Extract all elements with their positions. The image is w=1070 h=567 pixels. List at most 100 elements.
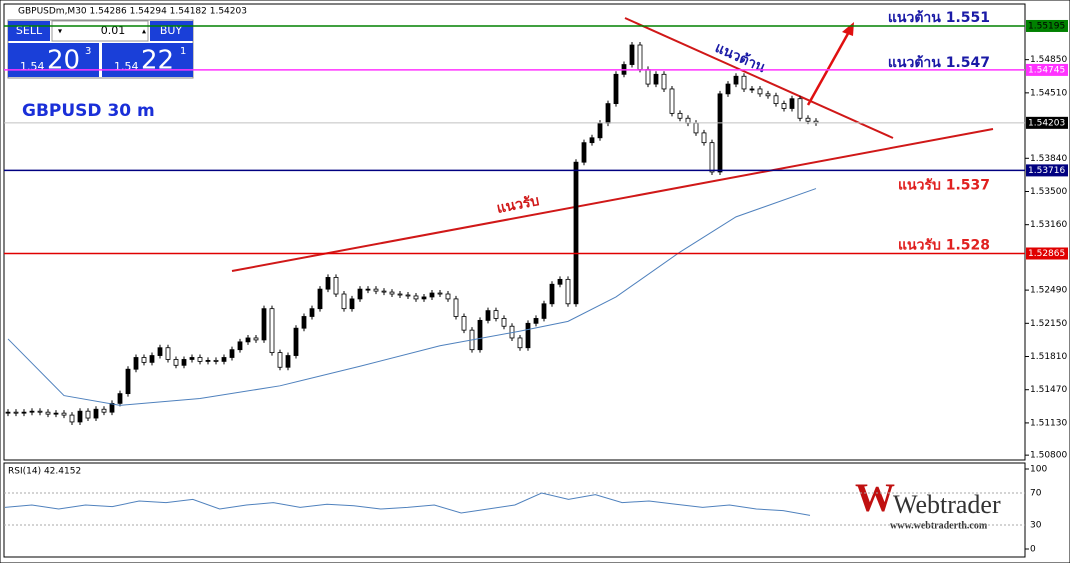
level-price-label: 1.55195 — [1028, 21, 1065, 31]
candle — [629, 44, 635, 65]
level-note: แนวต้าน 1.551 — [888, 10, 990, 26]
current-price-label: 1.54203 — [1028, 118, 1065, 128]
candle — [253, 337, 259, 341]
chart-title: GBPUSD 30 m — [22, 101, 155, 121]
level-price-box — [1026, 164, 1068, 177]
arrow-shaft — [806, 29, 852, 106]
candle — [445, 293, 451, 300]
sell-prefix: 1.54 — [20, 60, 45, 73]
buy-price-box[interactable] — [102, 43, 193, 77]
sell-big: 20 — [47, 46, 80, 76]
buy-label: BUY — [160, 24, 183, 37]
candle — [549, 283, 555, 305]
candle — [13, 411, 19, 414]
candle — [197, 357, 203, 362]
candle — [213, 360, 219, 362]
rsi-tick-label: 0 — [1030, 545, 1036, 555]
buy-small: 1 — [180, 46, 186, 57]
level-price-box — [1026, 19, 1068, 32]
candle — [301, 316, 307, 329]
rsi-tick-label: 70 — [1030, 489, 1042, 499]
candle — [45, 411, 51, 415]
candle — [493, 310, 499, 319]
candle — [781, 103, 787, 109]
rsi-label: RSI(14) 42.4152 — [8, 467, 81, 477]
candle — [717, 93, 723, 173]
rsi-tick-label: 30 — [1030, 521, 1042, 531]
candle — [285, 355, 291, 368]
candle — [589, 137, 595, 144]
symbol-info: GBPUSDm,M30 1.54286 1.54294 1.54182 1.54… — [18, 7, 247, 17]
candle — [101, 408, 107, 413]
level-price-box — [1026, 247, 1068, 260]
candle — [341, 293, 347, 310]
y-tick-label: 1.52490 — [1030, 286, 1067, 296]
candle — [5, 411, 11, 414]
y-tick-label: 1.54850 — [1030, 55, 1067, 65]
y-tick-label: 1.51470 — [1030, 385, 1067, 395]
candle — [653, 73, 659, 85]
candle — [21, 411, 27, 414]
candle — [765, 93, 771, 97]
candle — [173, 359, 179, 366]
moving-average — [7, 188, 817, 406]
candle — [133, 357, 139, 370]
candle — [485, 310, 491, 321]
candle — [725, 83, 731, 95]
candle — [165, 347, 171, 360]
candle — [749, 88, 755, 91]
rsi-tick-label: 100 — [1030, 465, 1047, 475]
candle — [413, 295, 419, 300]
candle — [605, 103, 611, 124]
candle — [701, 132, 707, 144]
sell-label: SELL — [16, 24, 43, 37]
candle — [221, 357, 227, 362]
watermark-brand: Webtrader — [893, 490, 1001, 519]
y-tick-label: 1.52150 — [1030, 319, 1067, 329]
lot-value: 0.01 — [101, 24, 126, 37]
candle — [541, 303, 547, 319]
candle — [293, 327, 299, 356]
candle — [637, 44, 643, 70]
resistance-trendline — [624, 17, 894, 139]
level-price-label: 1.54745 — [1028, 65, 1065, 75]
candle — [381, 290, 387, 293]
candle — [645, 69, 651, 85]
buy-prefix: 1.54 — [114, 60, 139, 73]
sell-price-box[interactable] — [8, 43, 99, 77]
candle — [69, 414, 75, 423]
candle — [525, 322, 531, 349]
candle — [805, 117, 811, 122]
candle — [317, 288, 323, 310]
candle — [85, 410, 91, 419]
lot-down: ▾ — [58, 27, 62, 36]
watermark-url: www.webtraderth.com — [890, 520, 988, 531]
level-note: แนวต้าน 1.547 — [888, 55, 990, 71]
y-tick-label: 1.51810 — [1030, 352, 1067, 362]
buy-big: 22 — [141, 46, 174, 76]
candle — [333, 277, 339, 295]
candle — [581, 142, 587, 163]
y-tick-label: 1.51130 — [1030, 418, 1067, 428]
candle — [477, 319, 483, 351]
candle — [669, 88, 675, 114]
support-trendline — [231, 128, 994, 272]
y-tick-label: 1.54510 — [1030, 88, 1067, 98]
candle — [37, 410, 43, 413]
candle — [205, 360, 211, 362]
candle — [349, 298, 355, 310]
y-tick-label: 1.50800 — [1030, 451, 1067, 461]
candle — [125, 368, 131, 395]
rsi-line — [4, 492, 811, 516]
candle — [181, 359, 187, 366]
candle — [397, 293, 403, 296]
candle — [789, 98, 795, 109]
candle — [229, 349, 235, 358]
candle — [573, 161, 579, 305]
candle — [269, 308, 275, 354]
candle — [29, 410, 35, 413]
candle — [325, 277, 331, 290]
